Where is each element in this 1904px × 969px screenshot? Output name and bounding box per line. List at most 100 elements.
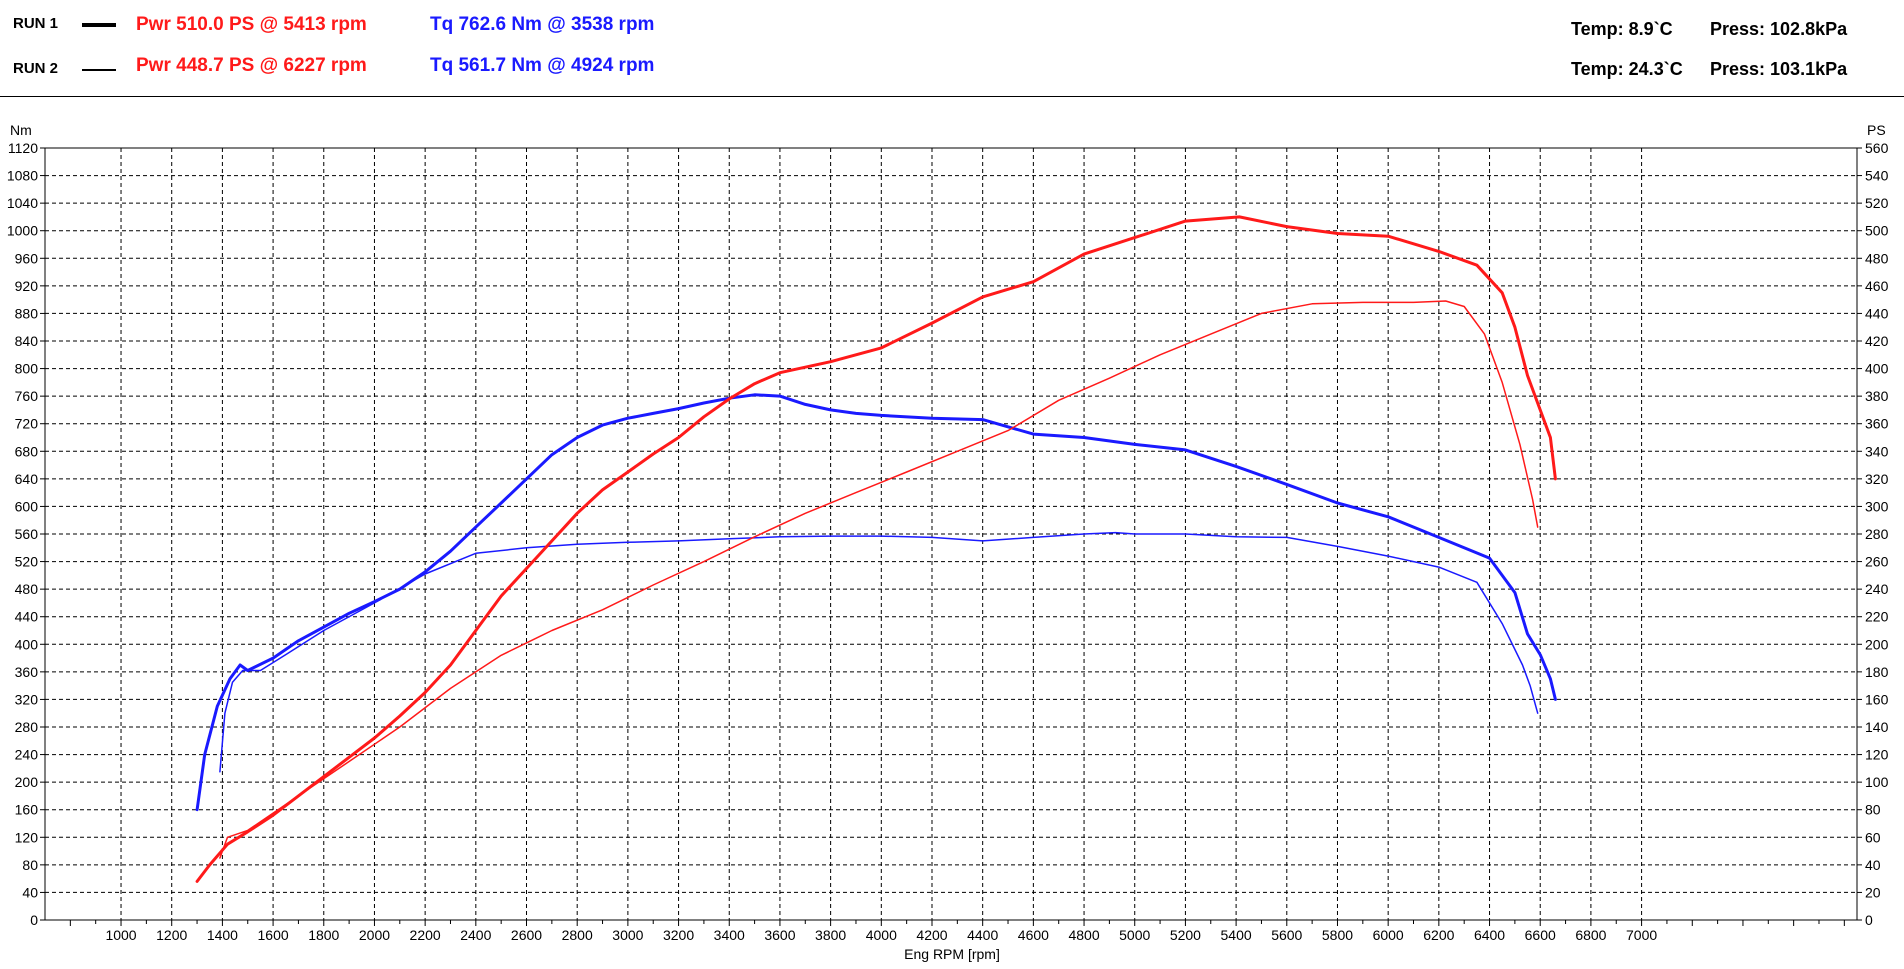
- x-tick-label: 3800: [815, 927, 846, 943]
- y-left-tick-label: 1040: [7, 195, 38, 211]
- grid: [45, 148, 1857, 920]
- y-right-tick-label: 480: [1865, 250, 1889, 266]
- x-tick-label: 4200: [916, 927, 947, 943]
- run1-power-summary: Pwr 510.0 PS @ 5413 rpm: [136, 14, 367, 35]
- x-tick-label: 4000: [866, 927, 897, 943]
- x-tick-label: 6800: [1575, 927, 1606, 943]
- run2-label: RUN 2: [13, 60, 59, 77]
- y-right-tick-label: 460: [1865, 278, 1889, 294]
- y-right-tick-label: 280: [1865, 526, 1889, 542]
- x-tick-label: 3600: [764, 927, 795, 943]
- y-right-tick-label: 440: [1865, 305, 1889, 321]
- y-left-tick-label: 40: [22, 884, 38, 900]
- y-right-tick-label: 380: [1865, 388, 1889, 404]
- y-left-tick-label: 720: [15, 416, 39, 432]
- run1-torque-summary: Tq 762.6 Nm @ 3538 rpm: [430, 14, 655, 35]
- run2-power-summary: Pwr 448.7 PS @ 6227 rpm: [136, 55, 367, 76]
- y-left-tick-label: 120: [15, 829, 39, 845]
- x-tick-label: 4400: [967, 927, 998, 943]
- y-right-tick-label: 160: [1865, 691, 1889, 707]
- y-left-tick-label: 200: [15, 774, 39, 790]
- y-left-tick-label: 800: [15, 361, 39, 377]
- axis-ticks: 1000 1200 1400 1600 1800 2000 2200 2400 2600 2800…: [7, 140, 1889, 943]
- y-left-tick-label: 480: [15, 581, 39, 597]
- y-right-tick-label: 400: [1865, 361, 1889, 377]
- run1-torque-line: [195, 393, 1557, 812]
- y-right-tick-label: 80: [1865, 802, 1881, 818]
- y-right-tick-label: 560: [1865, 140, 1889, 156]
- y-left-tick-label: 1000: [7, 223, 38, 239]
- y-right-tick-label: 180: [1865, 664, 1889, 680]
- x-tick-label: 2800: [562, 927, 593, 943]
- y-left-tick-label: 960: [15, 250, 39, 266]
- y-right-tick-label: 360: [1865, 416, 1889, 432]
- y-left-tick-label: 360: [15, 664, 39, 680]
- plot-frame: [44, 147, 1858, 921]
- y-left-tick-label: 0: [30, 912, 38, 928]
- y-right-tick-label: 520: [1865, 195, 1889, 211]
- y-right-tick-label: 120: [1865, 747, 1889, 763]
- run1-power-line: [195, 215, 1557, 883]
- x-tick-label: 6200: [1423, 927, 1454, 943]
- x-tick-label: 3000: [612, 927, 643, 943]
- x-tick-label: 2600: [511, 927, 542, 943]
- y-right-tick-label: 240: [1865, 581, 1889, 597]
- run2-power-line: [219, 300, 1539, 859]
- y-right-tick-label: 220: [1865, 609, 1889, 625]
- run1-temperature: Temp: 8.9`C: [1571, 19, 1673, 39]
- y-left-tick-label: 440: [15, 609, 39, 625]
- y-left-tick-label: 920: [15, 278, 39, 294]
- x-tick-label: 5000: [1119, 927, 1150, 943]
- y-left-tick-label: 560: [15, 526, 39, 542]
- run1-label: RUN 1: [13, 15, 59, 32]
- y-left-tick-label: 160: [15, 802, 39, 818]
- run1-legend-line: [82, 23, 116, 27]
- x-tick-label: 4800: [1068, 927, 1099, 943]
- x-tick-label: 1200: [156, 927, 187, 943]
- series-group: [195, 215, 1557, 883]
- x-tick-label: 7000: [1626, 927, 1657, 943]
- y-right-tick-label: 100: [1865, 774, 1889, 790]
- y-right-tick-label: 320: [1865, 471, 1889, 487]
- y-right-tick-label: 340: [1865, 443, 1889, 459]
- y-right-tick-label: 500: [1865, 223, 1889, 239]
- y-left-tick-label: 680: [15, 443, 39, 459]
- x-tick-label: 3200: [663, 927, 694, 943]
- y-left-tick-label: 760: [15, 388, 39, 404]
- y-right-tick-label: 0: [1865, 912, 1873, 928]
- y-right-tick-label: 20: [1865, 884, 1881, 900]
- y-left-tick-label: 840: [15, 333, 39, 349]
- x-tick-label: 2200: [410, 927, 441, 943]
- run2-temperature: Temp: 24.3`C: [1571, 59, 1683, 79]
- y-right-tick-label: 140: [1865, 719, 1889, 735]
- y-axis-right-label: PS: [1867, 122, 1886, 138]
- y-left-tick-label: 1080: [7, 168, 38, 184]
- x-tick-label: 1800: [308, 927, 339, 943]
- dyno-chart: 1000 1200 1400 1600 1800 2000 2200 2400 2600 2800…: [7, 122, 1889, 962]
- header-separator: [0, 96, 1904, 97]
- y-left-tick-label: 1120: [8, 140, 38, 156]
- x-tick-label: 1000: [105, 927, 136, 943]
- run2-pressure: Press: 103.1kPa: [1710, 59, 1848, 79]
- x-tick-label: 5600: [1271, 927, 1302, 943]
- x-tick-label: 2400: [460, 927, 491, 943]
- x-tick-label: 3400: [714, 927, 745, 943]
- y-right-tick-label: 200: [1865, 636, 1889, 652]
- y-right-tick-label: 260: [1865, 554, 1889, 570]
- y-right-tick-label: 540: [1865, 168, 1889, 184]
- x-tick-label: 6400: [1474, 927, 1505, 943]
- x-tick-label: 5200: [1170, 927, 1201, 943]
- y-right-tick-label: 40: [1865, 857, 1881, 873]
- x-tick-label: 5800: [1322, 927, 1353, 943]
- y-left-tick-label: 240: [15, 747, 39, 763]
- x-tick-label: 1600: [258, 927, 289, 943]
- y-left-tick-label: 520: [15, 554, 39, 570]
- run2-torque-summary: Tq 561.7 Nm @ 4924 rpm: [430, 55, 655, 76]
- y-left-tick-label: 280: [15, 719, 39, 735]
- x-tick-label: 5400: [1221, 927, 1252, 943]
- x-tick-label: 1400: [207, 927, 238, 943]
- y-right-tick-label: 300: [1865, 498, 1889, 514]
- run2-legend-line: [82, 69, 116, 71]
- x-tick-label: 4600: [1018, 927, 1049, 943]
- y-axis-left-label: Nm: [10, 122, 32, 138]
